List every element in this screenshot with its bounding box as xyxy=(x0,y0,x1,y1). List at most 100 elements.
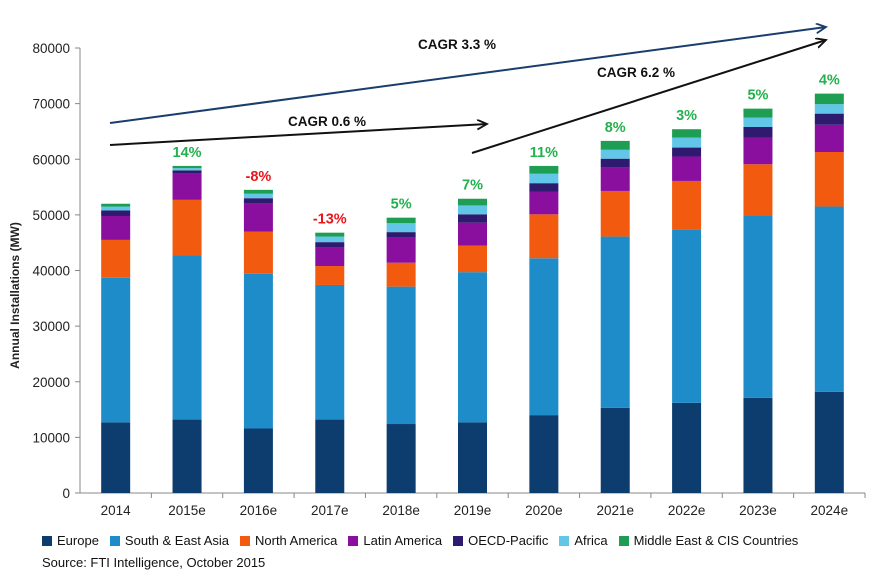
bar-segment-north-america xyxy=(814,152,844,207)
bar-segment-north-america xyxy=(243,231,273,274)
legend-swatch xyxy=(453,535,464,546)
x-tick-label: 2015e xyxy=(168,503,206,518)
bar-segment-latin-america xyxy=(672,156,702,181)
legend-label: Middle East & CIS Countries xyxy=(633,533,799,548)
x-tick-label: 2017e xyxy=(311,503,349,518)
legend-swatch xyxy=(618,535,629,546)
bar-segment-middle-east-cis-countries xyxy=(743,108,773,118)
bar-segment-latin-america xyxy=(600,167,630,191)
y-tick-label: 60000 xyxy=(32,152,70,167)
cagr-label: CAGR 0.6 % xyxy=(288,114,366,129)
legend-label: OECD-Pacific xyxy=(468,533,549,548)
legend-swatch xyxy=(42,535,52,546)
bar-segment-south-east-asia xyxy=(386,286,416,425)
y-axis-title: Annual Installations (MW) xyxy=(8,222,22,369)
bar-segment-middle-east-cis-countries xyxy=(315,232,345,237)
bar-segment-north-america xyxy=(386,262,416,287)
cagr-arrow-3-3 xyxy=(109,27,826,124)
bar-segment-europe xyxy=(743,397,773,493)
bar-segment-europe xyxy=(172,419,202,493)
legend-label: Africa xyxy=(574,533,608,548)
x-tick-label: 2023e xyxy=(739,503,777,518)
bar-segment-south-east-asia xyxy=(672,229,702,403)
y-tick-label: 20000 xyxy=(32,375,70,390)
legend-item: Middle East & CIS Countries xyxy=(618,533,799,548)
bar-segment-latin-america xyxy=(172,173,202,200)
bar-segment-middle-east-cis-countries xyxy=(243,189,273,194)
bar-segment-oecd-pacific xyxy=(529,183,559,192)
legend-item: South & East Asia xyxy=(109,533,229,548)
legend-label: South & East Asia xyxy=(124,533,229,548)
growth-label: -13% xyxy=(313,212,347,228)
x-tick-label: 2024e xyxy=(811,503,849,518)
bar-segment-latin-america xyxy=(101,215,131,240)
x-tick-label: 2016e xyxy=(240,503,278,518)
legend-item: Latin America xyxy=(348,533,442,548)
growth-label: -8% xyxy=(246,169,272,185)
bar-segment-middle-east-cis-countries xyxy=(172,165,202,169)
bar-segment-oecd-pacific xyxy=(243,198,273,204)
bar-segment-europe xyxy=(600,407,630,493)
bar-segment-europe xyxy=(814,391,844,493)
bar-segment-south-east-asia xyxy=(172,255,202,420)
chart: 0 10000 20000 30000 40000 50000 60000 70000 8000… xyxy=(8,0,866,518)
legend-swatch xyxy=(559,535,570,546)
x-tick-label: 2018e xyxy=(382,503,420,518)
legend-item: OECD-Pacific xyxy=(453,533,548,548)
y-tick-label: 70000 xyxy=(32,97,70,112)
bar-segment-latin-america xyxy=(743,137,773,165)
x-tick-label: 2014 xyxy=(101,503,132,518)
bar-segment-europe xyxy=(529,415,559,493)
bar-segment-africa xyxy=(458,205,487,215)
bar-segment-north-america xyxy=(743,164,773,216)
axes: 0 10000 20000 30000 40000 50000 60000 70000 8000… xyxy=(8,41,866,518)
bar-segment-europe xyxy=(458,422,487,493)
bar-segment-oecd-pacific xyxy=(458,214,487,223)
bar-segment-south-east-asia xyxy=(600,236,630,408)
bar-segment-africa xyxy=(386,223,416,233)
bar-segment-latin-america xyxy=(315,247,345,267)
bar-segment-europe xyxy=(101,422,131,493)
x-tick-label: 2022e xyxy=(668,503,706,518)
bar-segment-north-america xyxy=(315,266,345,285)
cagr-arrow-6-2 xyxy=(471,40,826,154)
bar-segment-south-east-asia xyxy=(529,258,559,416)
cagr-label: CAGR 6.2 % xyxy=(597,65,675,80)
legend-label: Europe xyxy=(57,533,99,548)
bar-segment-south-east-asia xyxy=(315,284,345,420)
bar-segment-north-america xyxy=(672,180,702,230)
growth-labels: 14% -8% -13% 5% 7% 11% 8% 3% 5% 4% xyxy=(173,73,840,228)
growth-label: 3% xyxy=(676,108,697,124)
legend-swatch xyxy=(240,535,250,546)
growth-label: 8% xyxy=(605,120,626,136)
growth-label: 5% xyxy=(747,88,768,104)
bar-segment-north-america xyxy=(600,190,630,237)
legend-item: North America xyxy=(240,533,337,548)
bar-segment-africa xyxy=(743,117,773,127)
legend-item: Africa xyxy=(559,533,608,548)
y-tick-label: 10000 xyxy=(32,430,70,445)
bar-segment-africa xyxy=(315,236,345,243)
growth-label: 5% xyxy=(391,197,412,213)
legend-swatch xyxy=(109,535,120,546)
growth-label: 14% xyxy=(173,145,202,161)
bar-segment-south-east-asia xyxy=(814,206,844,392)
bar-segment-africa xyxy=(672,137,702,148)
bar-segment-middle-east-cis-countries xyxy=(600,140,630,150)
bar-segment-middle-east-cis-countries xyxy=(672,129,702,138)
bar-segment-africa xyxy=(529,173,559,184)
legend-swatch xyxy=(348,535,359,546)
growth-label: 7% xyxy=(462,178,483,194)
bar-segment-europe xyxy=(386,424,416,493)
bar-segment-oecd-pacific xyxy=(600,158,630,168)
bar-segment-latin-america xyxy=(386,237,416,263)
bar-segment-north-america xyxy=(172,199,202,256)
cagr-arrow-0-6 xyxy=(109,124,487,146)
bar-segment-north-america xyxy=(458,245,487,273)
cagr-label: CAGR 3.3 % xyxy=(418,37,496,52)
bar-segment-north-america xyxy=(529,214,559,259)
bar-segment-south-east-asia xyxy=(101,277,131,423)
legend-label: Latin America xyxy=(363,533,443,548)
bars xyxy=(101,93,844,493)
growth-label: 4% xyxy=(819,73,840,89)
